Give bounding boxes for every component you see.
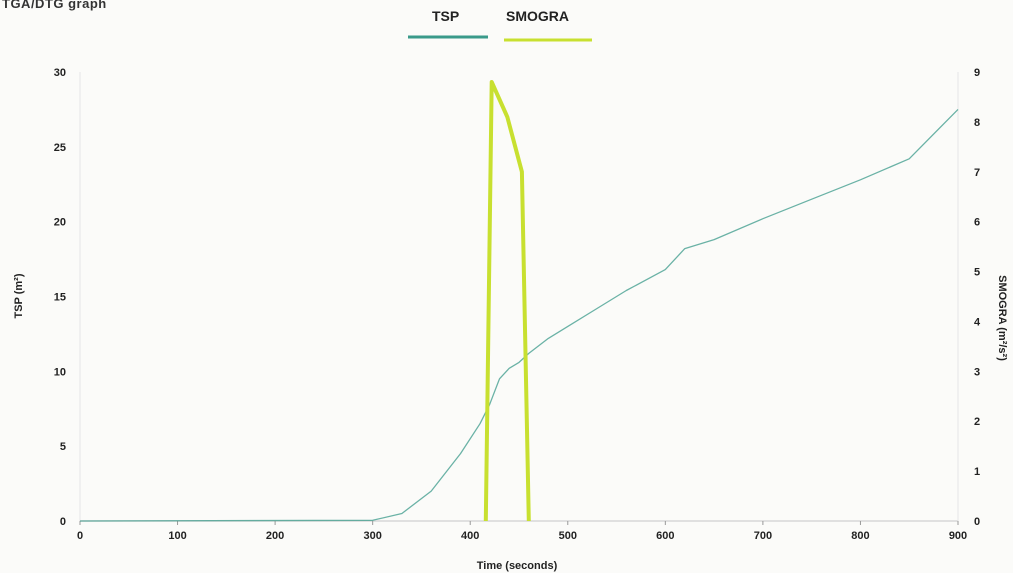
- y-left-tick-label: 20: [54, 217, 66, 229]
- x-tick-label: 700: [754, 530, 772, 542]
- y-right-tick-label: 6: [974, 217, 980, 229]
- x-tick-label: 600: [656, 530, 674, 542]
- figure-caption: TGA/DTG graph: [2, 0, 107, 11]
- y-axis-right-ticks: 0 1 2 3 4 5 6 7 8 9: [974, 67, 981, 528]
- y-left-tick-label: 25: [54, 142, 66, 154]
- y-right-tick-label: 5: [974, 267, 980, 279]
- legend-label-tsp: TSP: [432, 8, 459, 24]
- x-axis-ticks: 0 100 200 300 400 500 600 700 800 900: [77, 521, 967, 542]
- series-layer: [79, 80, 959, 522]
- y-right-tick-label: 7: [974, 167, 980, 179]
- x-tick-label: 0: [77, 530, 83, 542]
- y-right-tick-label: 1: [974, 466, 980, 478]
- y-left-tick-label: 30: [54, 67, 66, 79]
- x-tick-label: 800: [851, 530, 869, 542]
- x-tick-label: 100: [168, 530, 186, 542]
- x-tick-label: 400: [461, 530, 479, 542]
- y-right-tick-label: 3: [974, 366, 980, 378]
- y-right-tick-label: 4: [974, 316, 981, 328]
- series-line-smogra: [483, 80, 531, 522]
- y-left-tick-label: 10: [54, 366, 66, 378]
- legend-label-smogra: SMOGRA: [506, 8, 569, 24]
- y-right-tick-label: 2: [974, 416, 980, 428]
- y-left-tick-label: 5: [60, 441, 66, 453]
- y-axis-left-ticks: 0 5 10 15 20 25 30: [54, 67, 66, 528]
- y-axis-left-title: TSP (m²): [13, 273, 25, 318]
- chart-legend: TSP SMOGRA: [408, 8, 592, 42]
- x-tick-label: 900: [949, 530, 967, 542]
- x-tick-label: 300: [363, 530, 381, 542]
- x-axis-title: Time (seconds): [477, 560, 558, 572]
- y-right-tick-label: 0: [974, 516, 980, 528]
- x-tick-label: 500: [559, 530, 577, 542]
- x-tick-label: 200: [266, 530, 284, 542]
- y-left-tick-label: 15: [54, 292, 66, 304]
- y-right-tick-label: 9: [974, 67, 980, 79]
- y-left-tick-label: 0: [60, 516, 66, 528]
- y-right-tick-label: 8: [974, 117, 980, 129]
- series-line-tsp: [79, 108, 959, 522]
- y-axis-right-title: SMOGRA (m²/s²): [996, 275, 1008, 361]
